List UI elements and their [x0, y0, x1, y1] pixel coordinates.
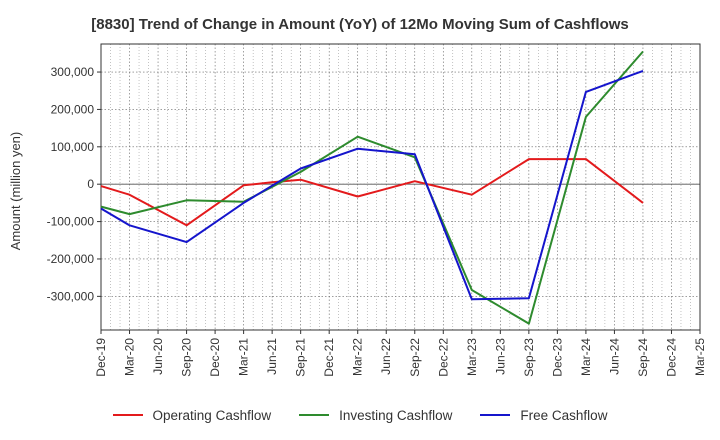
x-tick-label: Jun-23 — [493, 338, 507, 375]
y-tick-label: 300,000 — [51, 65, 95, 79]
y-tick-label: -200,000 — [47, 252, 95, 266]
series-line-free-cashflow — [100, 69, 644, 301]
x-tick-label: Jun-21 — [265, 338, 279, 375]
x-tick-label: Jun-20 — [151, 338, 165, 375]
x-tick-label: Sep-21 — [294, 338, 308, 377]
x-tick-label: Sep-20 — [180, 338, 194, 377]
y-tick-label: 100,000 — [51, 140, 95, 154]
legend-label: Investing Cashflow — [339, 407, 453, 423]
x-tick-label: Sep-24 — [636, 338, 650, 377]
x-tick-label: Dec-24 — [664, 338, 678, 377]
legend-label: Operating Cashflow — [152, 407, 272, 423]
x-tick-label: Sep-23 — [522, 338, 536, 377]
legend-item-free-cashflow: Free Cashflow — [480, 408, 607, 423]
y-tick-label: 200,000 — [51, 102, 95, 116]
x-axis-ticks: Dec-19 Mar-20 Jun-20 Sep-20 Dec-20 Mar-21 Jun-… — [94, 330, 707, 377]
legend-item-operating-cashflow: Operating Cashflow — [112, 407, 272, 423]
x-tick-label: Mar-25 — [693, 338, 707, 376]
x-tick-label: Mar-22 — [351, 338, 365, 376]
x-tick-label: Sep-22 — [408, 338, 422, 377]
legend-label: Free Cashflow — [520, 407, 608, 423]
x-tick-label: Mar-24 — [579, 338, 593, 376]
grid — [100, 44, 701, 330]
x-tick-label: Dec-22 — [436, 338, 450, 377]
y-axis-ticks: -300,000 -200,000 -100,000 0 100,000 200,000 3… — [47, 65, 101, 303]
y-axis-label: Amount (million yen) — [8, 132, 23, 251]
legend-swatch — [112, 414, 143, 416]
series-line-investing-cashflow — [100, 50, 644, 325]
plot-area-border — [100, 43, 701, 331]
chart-title: [8830] Trend of Change in Amount (YoY) o… — [91, 16, 629, 33]
legend: Operating Cashflow Investing Cashflow Free… — [0, 404, 720, 426]
x-tick-label: Dec-21 — [322, 338, 336, 377]
x-tick-label: Dec-19 — [94, 338, 108, 377]
y-tick-label: -100,000 — [47, 215, 95, 229]
y-tick-label: -300,000 — [47, 289, 95, 303]
series-layer — [100, 50, 644, 325]
legend-item-investing-cashflow: Investing Cashflow — [299, 408, 452, 423]
x-tick-label: Mar-23 — [465, 338, 479, 376]
x-tick-label: Dec-20 — [208, 338, 222, 377]
y-tick-label: 0 — [87, 177, 94, 191]
x-tick-label: Mar-20 — [123, 338, 137, 376]
legend-swatch — [480, 414, 511, 416]
x-tick-label: Jun-24 — [607, 338, 621, 375]
legend-swatch — [299, 414, 330, 416]
x-tick-label: Mar-21 — [237, 338, 251, 376]
x-tick-label: Jun-22 — [379, 338, 393, 375]
series-line-operating-cashflow — [100, 158, 644, 227]
x-tick-label: Dec-23 — [550, 338, 564, 377]
